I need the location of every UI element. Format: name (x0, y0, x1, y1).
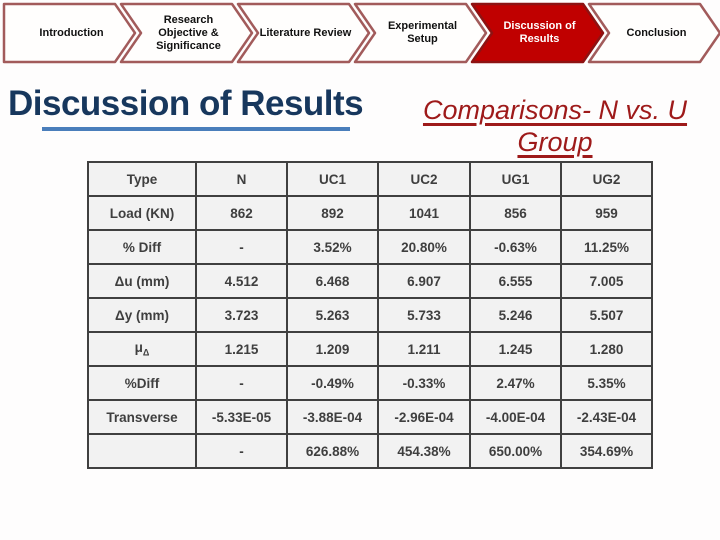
table-cell: - (195, 365, 288, 401)
table-cell: 5.246 (469, 297, 562, 333)
table-cell: 650.00% (469, 433, 562, 469)
table-cell: 7.005 (560, 263, 653, 299)
table-cell: -0.49% (286, 365, 379, 401)
row-label (87, 433, 197, 469)
table-cell: -0.33% (377, 365, 471, 401)
table-row: Δy (mm) 3.723 5.263 5.733 5.246 5.507 (87, 297, 653, 333)
table-cell: 1.215 (195, 331, 288, 367)
column-header: UG1 (469, 161, 562, 197)
column-header: Type (87, 161, 197, 197)
table-cell: 3.52% (286, 229, 379, 265)
table-cell: 892 (286, 195, 379, 231)
header-row: Type N UC1 UC2 UG1 UG2 (87, 161, 653, 197)
row-label: Δu (mm) (87, 263, 197, 299)
table-cell: 6.468 (286, 263, 379, 299)
nav-chevron-research-objective[interactable] (119, 2, 254, 64)
table-cell: -5.33E-05 (195, 399, 288, 435)
comparison-table: Type N UC1 UC2 UG1 UG2 Load (KN) 862 892 1041 856… (87, 161, 653, 469)
table-cell: - (195, 433, 288, 469)
row-label: μΔ (87, 331, 197, 367)
nav-chevron-conclusion[interactable] (587, 2, 720, 64)
table-cell: 862 (195, 195, 288, 231)
table-cell: -4.00E-04 (469, 399, 562, 435)
table-cell: 856 (469, 195, 562, 231)
process-nav (2, 2, 720, 64)
row-label: Δy (mm) (87, 297, 197, 333)
table-cell: -2.43E-04 (560, 399, 653, 435)
table-cell: 5.733 (377, 297, 471, 333)
table-row: μΔ 1.215 1.209 1.211 1.245 1.280 (87, 331, 653, 367)
table-cell: -2.96E-04 (377, 399, 471, 435)
table-cell: 3.723 (195, 297, 288, 333)
table-cell: 5.35% (560, 365, 653, 401)
subtitle: Comparisons- N vs. U Group (422, 95, 688, 157)
row-label: Transverse (87, 399, 197, 435)
table-cell: - (195, 229, 288, 265)
row-label: %Diff (87, 365, 197, 401)
row-label: Load (KN) (87, 195, 197, 231)
table-cell: 1.245 (469, 331, 562, 367)
column-header: UC2 (377, 161, 471, 197)
table-cell: 20.80% (377, 229, 471, 265)
page-title: Discussion of Results (8, 84, 364, 123)
row-label: % Diff (87, 229, 197, 265)
table-cell: 2.47% (469, 365, 562, 401)
title-underline (42, 127, 350, 131)
nav-chevron-discussion-of-results[interactable] (470, 2, 605, 64)
table-body: Load (KN) 862 892 1041 856 959% Diff -3.52% 20.… (87, 195, 653, 469)
table-cell: 5.263 (286, 297, 379, 333)
table-cell: -0.63% (469, 229, 562, 265)
table-row: -626.88% 454.38% 650.00% 354.69% (87, 433, 653, 469)
table-row: Transverse -5.33E-05 -3.88E-04 -2.96E-04 -4.… (87, 399, 653, 435)
table-cell: 354.69% (560, 433, 653, 469)
nav-chevron-introduction[interactable] (2, 2, 137, 64)
table-cell: 6.555 (469, 263, 562, 299)
column-header: UG2 (560, 161, 653, 197)
table-cell: 4.512 (195, 263, 288, 299)
table-cell: 11.25% (560, 229, 653, 265)
column-header: UC1 (286, 161, 379, 197)
table-cell: 626.88% (286, 433, 379, 469)
table-row: %Diff - -0.49% -0.33% 2.47% 5.35% (87, 365, 653, 401)
table-cell: 5.507 (560, 297, 653, 333)
table-cell: 1.211 (377, 331, 471, 367)
table-cell: 1.209 (286, 331, 379, 367)
nav-chevron-literature-review[interactable] (236, 2, 371, 64)
table-cell: 959 (560, 195, 653, 231)
table-cell: 1041 (377, 195, 471, 231)
table-cell: 6.907 (377, 263, 471, 299)
table-row: % Diff -3.52% 20.80% -0.63% 11.25% (87, 229, 653, 265)
table-cell: -3.88E-04 (286, 399, 379, 435)
table-row: Load (KN) 862 892 1041 856 959 (87, 195, 653, 231)
table-cell: 1.280 (560, 331, 653, 367)
table-cell: 454.38% (377, 433, 471, 469)
table-row: Δu (mm) 4.512 6.468 6.907 6.555 7.005 (87, 263, 653, 299)
nav-chevron-experimental-setup[interactable] (353, 2, 488, 64)
table-head: Type N UC1 UC2 UG1 UG2 (87, 161, 653, 197)
column-header: N (195, 161, 288, 197)
